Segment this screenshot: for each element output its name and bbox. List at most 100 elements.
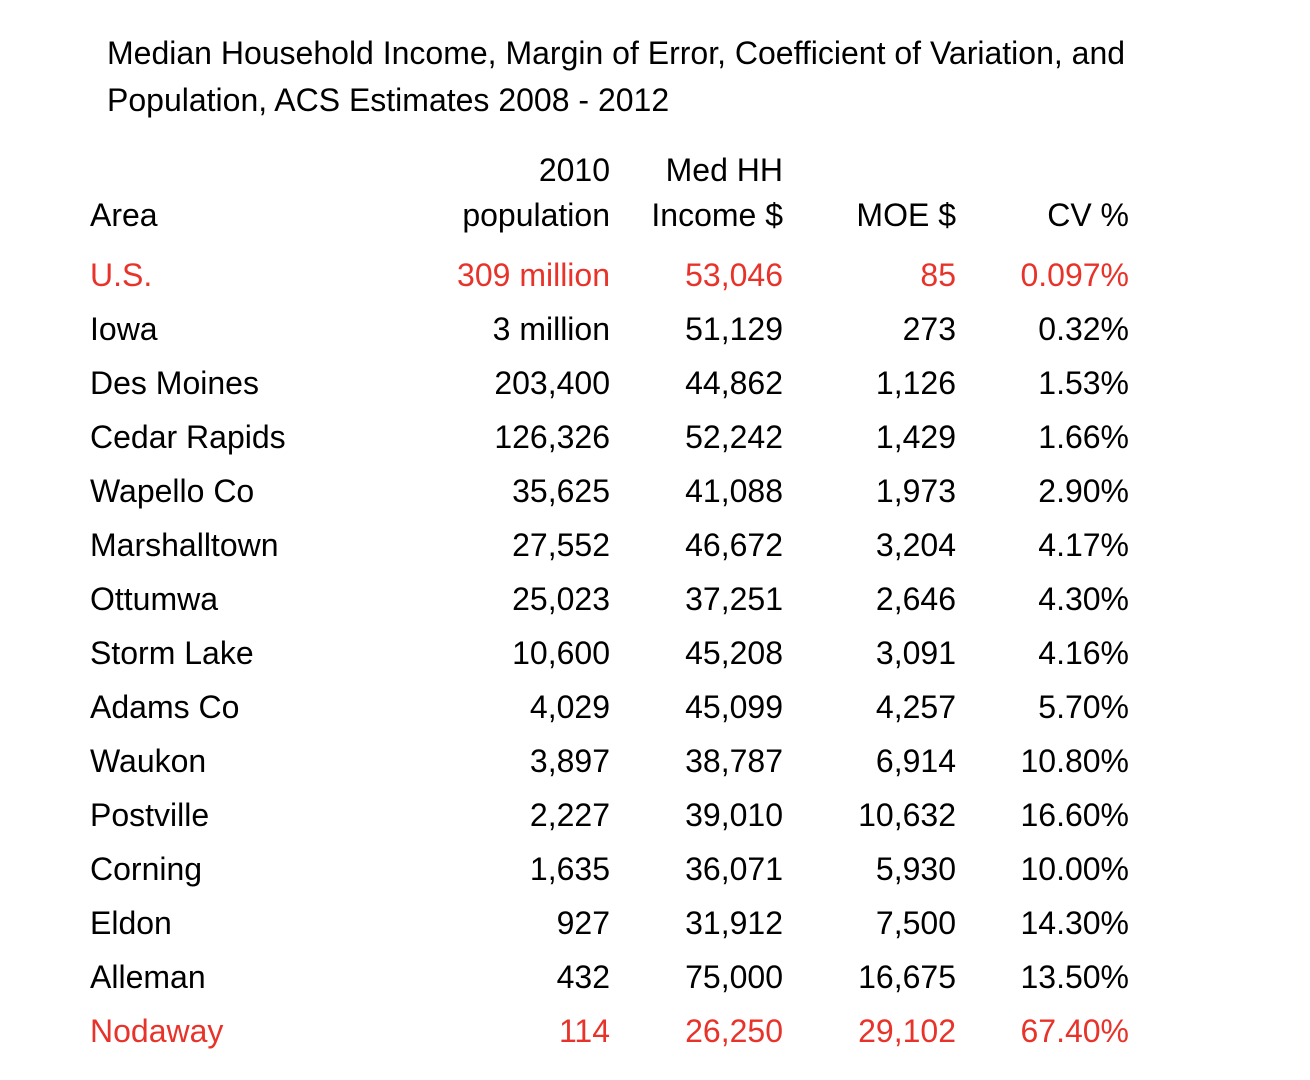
cell-income: 39,010: [685, 797, 783, 833]
cell-population: 35,625: [512, 473, 610, 509]
table-header: Area 2010 population Med HH Income $ MOE $…: [90, 148, 1129, 248]
cell-population: 309 million: [457, 257, 610, 293]
cell-population: 126,326: [494, 419, 610, 455]
cell-moe: 3,091: [875, 635, 956, 671]
cell-area: Iowa: [90, 311, 158, 347]
cell-income: 46,672: [685, 527, 783, 563]
table-row: Postville 2,227 39,010 10,632 16.60%: [90, 788, 1129, 842]
table-header-row: Area 2010 population Med HH Income $ MOE $…: [90, 148, 1129, 248]
cell-population: 25,023: [512, 581, 610, 617]
cell-area: Postville: [90, 797, 210, 833]
cell-population: 927: [556, 905, 610, 941]
cell-income: 41,088: [685, 473, 783, 509]
cell-moe: 1,126: [875, 365, 956, 401]
table-row: Eldon 927 31,912 7,500 14.30%: [90, 896, 1129, 950]
cell-moe: 2,646: [875, 581, 956, 617]
cell-cv: 14.30%: [1020, 905, 1129, 941]
cell-income: 38,787: [685, 743, 783, 779]
cell-income: 37,251: [685, 581, 783, 617]
cell-moe: 4,257: [875, 689, 956, 725]
cell-cv: 0.097%: [1020, 257, 1129, 293]
cell-area: Waukon: [90, 743, 207, 779]
cell-area: Ottumwa: [90, 581, 219, 617]
table-row: Wapello Co 35,625 41,088 1,973 2.90%: [90, 464, 1129, 518]
cell-moe: 3,204: [875, 527, 956, 563]
cell-population: 114: [558, 1013, 610, 1049]
cell-moe: 6,914: [875, 743, 956, 779]
cell-population: 2,227: [529, 797, 610, 833]
header-income: Med HH Income $: [610, 148, 783, 248]
cell-population: 1,635: [529, 851, 610, 887]
cell-cv: 13.50%: [1020, 959, 1129, 995]
table-row: Adams Co 4,029 45,099 4,257 5.70%: [90, 680, 1129, 734]
cell-cv: 67.40%: [1020, 1013, 1129, 1049]
cell-area: U.S.: [90, 257, 153, 293]
header-population: 2010 population: [370, 148, 610, 248]
header-population-line2: population: [462, 197, 610, 233]
cell-cv: 1.66%: [1038, 419, 1129, 455]
cell-moe: 7,500: [875, 905, 956, 941]
table-row: Des Moines 203,400 44,862 1,126 1.53%: [90, 356, 1129, 410]
cell-income: 45,099: [685, 689, 783, 725]
header-income-line1: Med HH: [665, 152, 783, 188]
cell-area: Alleman: [90, 959, 206, 995]
cell-moe: 16,675: [858, 959, 956, 995]
cell-income: 52,242: [685, 419, 783, 455]
cell-cv: 5.70%: [1038, 689, 1129, 725]
page-title: Median Household Income, Margin of Error…: [107, 35, 1126, 118]
table-row: Nodaway 114 26,250 29,102 67.40%: [90, 1004, 1129, 1058]
cell-area: Corning: [90, 851, 203, 887]
table-row: Alleman 432 75,000 16,675 13.50%: [90, 950, 1129, 1004]
cell-moe: 10,632: [858, 797, 956, 833]
cell-area: Marshalltown: [90, 527, 279, 563]
cell-cv: 0.32%: [1038, 311, 1129, 347]
header-income-line2: Income $: [651, 197, 783, 233]
cell-area: Storm Lake: [90, 635, 254, 671]
cell-moe: 85: [920, 257, 956, 293]
income-table: Area 2010 population Med HH Income $ MOE $…: [90, 148, 1129, 1058]
cell-moe: 1,973: [875, 473, 956, 509]
cell-moe: 273: [902, 311, 956, 347]
cell-income: 75,000: [685, 959, 783, 995]
cell-population: 4,029: [529, 689, 610, 725]
table-row: Marshalltown 27,552 46,672 3,204 4.17%: [90, 518, 1129, 572]
cell-income: 53,046: [685, 257, 783, 293]
cell-cv: 4.17%: [1038, 527, 1129, 563]
cell-cv: 2.90%: [1038, 473, 1129, 509]
header-population-line1: 2010: [538, 152, 610, 188]
cell-population: 432: [556, 959, 610, 995]
cell-area: Des Moines: [90, 365, 259, 401]
cell-income: 45,208: [685, 635, 783, 671]
cell-cv: 1.53%: [1038, 365, 1129, 401]
cell-area: Nodaway: [90, 1013, 224, 1049]
table-row: Ottumwa 25,023 37,251 2,646 4.30%: [90, 572, 1129, 626]
cell-population: 3,897: [529, 743, 610, 779]
cell-cv: 10.00%: [1020, 851, 1129, 887]
cell-population: 3 million: [492, 311, 610, 347]
cell-income: 51,129: [685, 311, 783, 347]
cell-income: 26,250: [685, 1013, 783, 1049]
header-area: Area: [90, 197, 158, 233]
cell-moe: 29,102: [858, 1013, 956, 1049]
cell-area: Cedar Rapids: [90, 419, 286, 455]
cell-cv: 4.30%: [1038, 581, 1129, 617]
cell-population: 10,600: [512, 635, 610, 671]
cell-income: 36,071: [685, 851, 783, 887]
cell-cv: 10.80%: [1020, 743, 1129, 779]
cell-population: 203,400: [494, 365, 610, 401]
cell-cv: 4.16%: [1038, 635, 1129, 671]
cell-moe: 5,930: [875, 851, 956, 887]
table-body: U.S. 309 million 53,046 85 0.097% Iowa 3…: [90, 248, 1129, 1058]
header-cv: CV %: [1047, 197, 1129, 233]
table-row: Cedar Rapids 126,326 52,242 1,429 1.66%: [90, 410, 1129, 464]
cell-cv: 16.60%: [1020, 797, 1129, 833]
table-row: Waukon 3,897 38,787 6,914 10.80%: [90, 734, 1129, 788]
table-row: U.S. 309 million 53,046 85 0.097%: [90, 248, 1129, 302]
table-row: Iowa 3 million 51,129 273 0.32%: [90, 302, 1129, 356]
cell-area: Wapello Co: [90, 473, 255, 509]
cell-moe: 1,429: [875, 419, 956, 455]
table-row: Storm Lake 10,600 45,208 3,091 4.16%: [90, 626, 1129, 680]
cell-area: Adams Co: [90, 689, 240, 725]
header-moe: MOE $: [856, 197, 956, 233]
table-row: Corning 1,635 36,071 5,930 10.00%: [90, 842, 1129, 896]
